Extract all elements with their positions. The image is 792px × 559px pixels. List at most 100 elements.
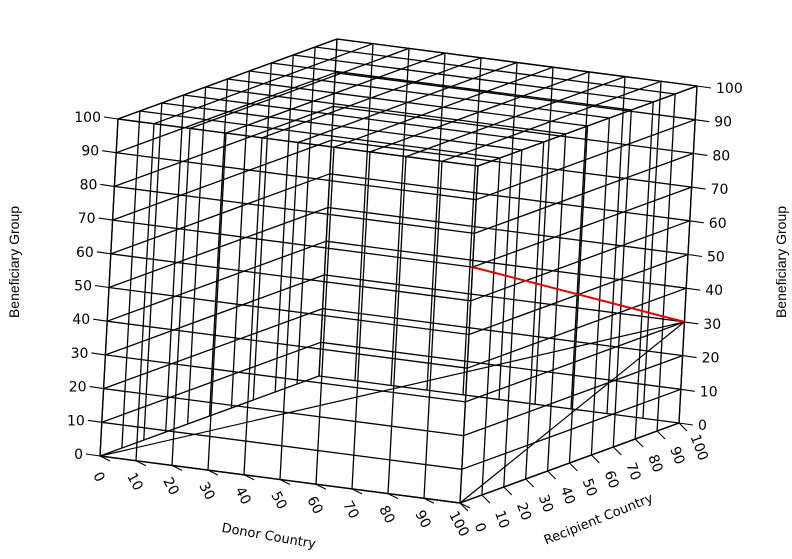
y-tick [591,454,600,464]
y-tick [569,462,578,472]
y-tick [678,422,688,432]
x-tick [459,502,471,509]
z-tick-right [687,253,703,258]
z-tick-right [691,186,706,190]
z-tick-label-right: 100 [716,81,743,97]
z-tick-label-left: 100 [74,110,101,126]
x-tick [387,493,399,500]
z-tick-left [103,116,119,120]
grid-line [271,62,632,111]
z-tick-left [98,217,113,221]
grid-line [327,206,689,256]
x-tick-label: 40 [231,484,253,507]
y-tick-label: 60 [601,469,622,491]
z-tick-left [94,284,110,289]
z-tick-label-right: 40 [705,283,723,299]
grid-line [322,307,683,357]
grid-line [477,85,698,167]
z-tick-label-right: 50 [707,250,725,266]
guide-line [459,321,685,504]
z-tick-left [102,150,117,154]
x-tick-label: 50 [267,489,289,512]
grid-line [331,139,692,188]
grid-line [103,387,464,437]
y-tick-label: 30 [535,493,556,515]
z-tick-label-left: 0 [74,447,83,463]
grid-line [336,38,698,87]
x-tick-label: 90 [411,508,433,531]
grid-line [117,118,479,167]
z-tick-label-left: 60 [76,245,94,261]
grid-line [114,185,475,235]
z-tick-label-left: 50 [74,279,92,295]
grid-line [249,70,610,119]
x-tick-label: 70 [339,498,361,521]
z-tick-label-right: 10 [700,384,718,400]
z-tick-label-right: 20 [702,351,720,367]
z-tick-label-left: 70 [78,211,96,227]
y-tick [656,430,666,440]
z-tick-left [100,183,115,187]
y-tick-label: 20 [513,501,534,523]
grid-line [326,240,687,289]
z-axis-label-left: Beneficiary Group [6,206,22,318]
y-tick [612,446,622,456]
grid-line [139,110,500,159]
z-tick-left [85,453,101,457]
y-axis-label: Recipient Country [542,491,656,549]
x-tick [315,483,327,490]
grid-line [293,54,654,103]
z-tick-label-right: 0 [698,418,707,434]
x-tick-label: 30 [195,480,217,503]
grid-line [107,320,468,369]
z-tick-label-left: 10 [67,413,85,429]
grid-line [474,152,694,235]
x-tick-label: 20 [159,475,181,498]
z-tick-right [693,152,708,156]
y-tick [634,438,644,448]
z-tick-label-left: 90 [81,144,99,160]
grid-line [465,321,685,403]
x-tick [351,488,363,495]
z-tick-label-right: 30 [703,317,721,333]
x-tick [279,479,291,485]
y-tick-label: 90 [666,445,687,467]
z-tick-label-left: 80 [80,177,98,193]
x-tick [99,455,111,462]
grid-line [329,173,690,222]
x-tick [171,464,183,471]
x-tick [243,474,255,481]
grid-line [472,186,692,268]
grid-line [101,421,462,470]
z-tick-label-right: 60 [709,216,727,232]
x-tick-label: 100 [445,509,472,540]
y-tick [459,502,469,512]
y-tick [481,494,491,504]
z-tick-label-right: 70 [711,182,729,198]
y-tick [547,470,556,480]
y-tick-label: 10 [491,509,512,531]
grid-line [324,274,685,323]
z-tick-right [695,119,710,123]
x-tick-label: 80 [375,503,397,526]
x-tick-label: 60 [303,494,325,517]
z-tick-label-left: 40 [72,312,90,328]
grid-line [320,341,681,390]
z-tick-right [689,220,704,224]
z-tick-left [91,352,106,356]
guide-line [99,321,685,457]
z-tick-left [96,251,111,255]
grid-line [108,286,470,336]
x-tick [423,497,435,504]
grid-line [205,86,566,135]
grid-line [475,119,696,201]
grid-line [470,220,691,302]
z-tick-right [678,422,694,426]
grid-line [461,388,682,470]
grid-line [335,72,696,121]
y-tick-label: 80 [644,453,665,475]
grid-line [112,219,473,268]
